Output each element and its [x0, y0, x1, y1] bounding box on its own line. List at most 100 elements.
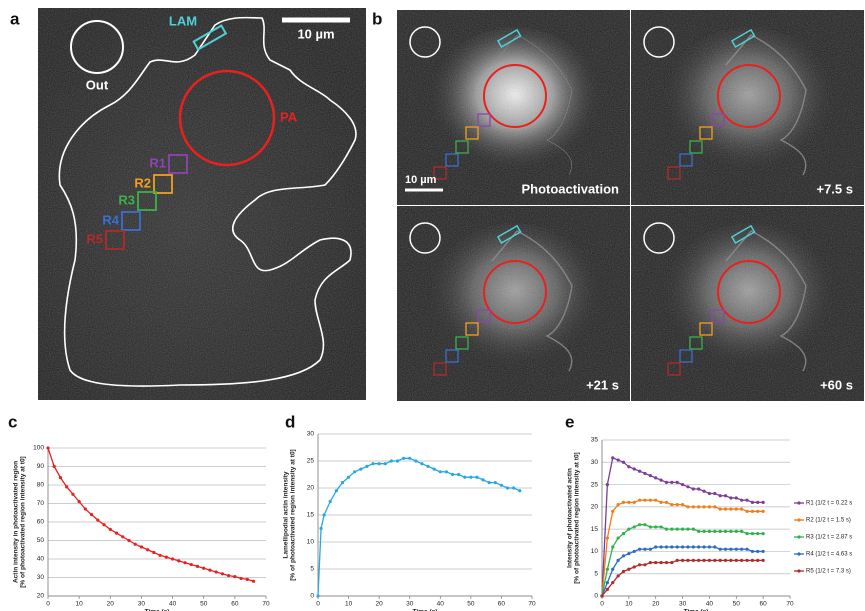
data-point	[670, 503, 674, 507]
data-point	[46, 446, 50, 450]
pa-roi	[717, 260, 781, 324]
data-point	[616, 536, 620, 540]
data-point	[707, 505, 712, 509]
data-point	[319, 526, 323, 531]
scale-label: 10 µm	[297, 26, 334, 41]
data-point	[58, 476, 63, 480]
chart: 0 5 10 15 20 25 30 35 0 10 20 30 40 50 60 70 Time (s) Int…	[567, 437, 852, 611]
y-tick-label: 40	[37, 556, 45, 563]
data-point	[643, 563, 647, 567]
roi-box	[667, 166, 681, 180]
data-point	[718, 529, 722, 533]
legend-label: R2 (1/2 t = 1.5 s)	[806, 518, 851, 524]
x-tick-label: 20	[376, 601, 384, 608]
x-tick-label: 40	[437, 601, 445, 608]
data-point	[675, 480, 679, 484]
data-point	[395, 459, 400, 463]
data-point	[518, 489, 522, 493]
series-line	[601, 456, 764, 597]
data-point	[750, 558, 755, 562]
data-point	[686, 527, 690, 531]
data-point	[170, 557, 175, 561]
data-point	[745, 547, 749, 551]
y-tick-label: 0	[594, 593, 598, 600]
roi-box	[433, 166, 447, 180]
data-point	[638, 547, 642, 551]
data-point	[605, 587, 609, 591]
data-point	[745, 498, 749, 502]
legend-marker	[797, 535, 801, 539]
data-point	[108, 527, 112, 532]
data-point	[621, 460, 626, 464]
data-point	[605, 536, 609, 540]
pa-roi	[717, 64, 781, 128]
data-point	[611, 545, 615, 549]
y-axis-label: Lamellipodial actin intensity	[283, 471, 290, 558]
x-tick-label: 0	[600, 601, 604, 608]
y-tick-label: 20	[37, 593, 45, 600]
data-point	[713, 545, 717, 549]
data-point	[493, 481, 497, 485]
data-point	[648, 498, 652, 502]
panel-label: e	[565, 412, 574, 431]
data-point	[713, 558, 717, 562]
x-tick-label: 20	[652, 601, 660, 608]
data-point	[383, 462, 387, 466]
roi-box	[455, 140, 469, 154]
data-point	[654, 560, 658, 565]
data-point	[654, 498, 658, 502]
data-point	[114, 531, 119, 535]
x-tick-label: 50	[467, 601, 475, 608]
data-point	[664, 560, 669, 565]
data-point	[686, 485, 690, 489]
data-point	[643, 471, 647, 476]
data-point	[52, 464, 56, 469]
roi-box	[465, 126, 479, 140]
data-point	[90, 513, 94, 517]
data-point	[718, 547, 722, 551]
data-point	[627, 552, 631, 556]
data-point	[632, 467, 636, 471]
data-point	[227, 574, 231, 578]
series-line	[601, 546, 764, 597]
data-point	[675, 503, 679, 507]
data-point	[487, 481, 491, 485]
data-point	[756, 532, 760, 536]
data-point	[627, 465, 631, 469]
roi-label: R5	[86, 231, 103, 246]
lam-roi	[730, 28, 756, 48]
x-tick-label: 70	[528, 601, 536, 608]
panel-label: c	[8, 412, 17, 431]
data-point	[340, 481, 345, 485]
data-point	[734, 507, 738, 511]
image-noise	[397, 206, 630, 401]
x-tick-label: 40	[169, 601, 177, 608]
data-point	[691, 527, 695, 531]
legend-label: R4 (1/2 t = 4.63 s	[806, 552, 852, 558]
roi-box	[105, 230, 125, 250]
roi-box	[667, 362, 681, 376]
data-point	[691, 545, 695, 549]
data-point	[729, 507, 733, 511]
data-point	[377, 462, 381, 466]
data-point	[718, 494, 722, 498]
roi-box	[689, 140, 703, 154]
data-point	[611, 509, 615, 513]
data-point	[616, 458, 620, 462]
data-point	[444, 470, 448, 474]
y-axis-label: [% of photoactivated region intensity at…	[20, 456, 27, 587]
roi-box	[455, 336, 469, 350]
x-tick-label: 30	[679, 601, 687, 608]
data-point	[408, 456, 412, 460]
roi-box	[679, 153, 693, 167]
y-tick-label: 15	[307, 512, 315, 519]
pa-roi	[178, 69, 276, 167]
roi-box	[153, 174, 173, 194]
data-point	[740, 547, 744, 551]
data-point	[680, 545, 685, 549]
series-line	[317, 457, 521, 597]
data-point	[627, 567, 631, 571]
data-point	[600, 594, 604, 598]
data-point	[96, 518, 100, 522]
y-tick-label: 30	[591, 459, 599, 466]
